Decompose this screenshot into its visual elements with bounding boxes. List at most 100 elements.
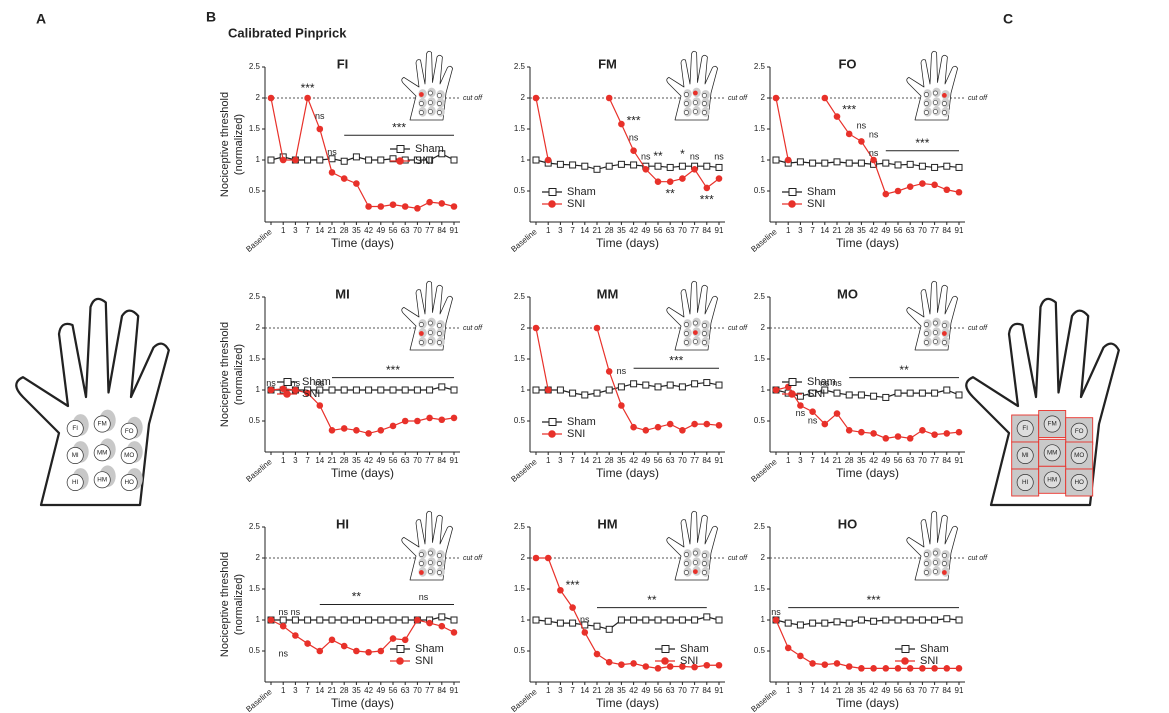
- data-point: [907, 435, 914, 442]
- data-point: [304, 640, 311, 647]
- data-point: [956, 429, 963, 436]
- data-point: [353, 180, 360, 187]
- x-tick-label: 7: [810, 456, 815, 465]
- significance-label: ns: [291, 607, 301, 617]
- data-point: [353, 427, 360, 434]
- inset-point: [702, 93, 706, 97]
- data-point: [944, 163, 950, 169]
- data-point: [655, 665, 662, 672]
- y-tick-label: 0.5: [249, 186, 261, 195]
- chart-title: HM: [597, 516, 617, 531]
- x-tick-label: 56: [894, 226, 903, 235]
- significance-label: ***: [386, 363, 400, 377]
- y-tick-label: 1: [256, 615, 261, 624]
- x-tick-label: 84: [942, 456, 951, 465]
- data-point: [810, 160, 816, 166]
- inset-point: [437, 331, 441, 335]
- cutoff-label: cut off: [728, 325, 748, 332]
- data-point: [643, 382, 649, 388]
- y-axis-label: (normalized): [233, 114, 245, 175]
- data-point: [895, 390, 901, 396]
- data-point: [606, 626, 612, 632]
- x-tick-label: 91: [450, 686, 459, 695]
- significance-label: ns: [327, 147, 337, 157]
- y-tick-label: 2.5: [754, 292, 766, 301]
- x-tick-label: 35: [617, 686, 626, 695]
- data-point: [402, 387, 408, 393]
- data-point: [785, 157, 792, 164]
- x-tick-label: 49: [376, 456, 385, 465]
- data-point: [785, 645, 792, 652]
- y-tick-label: 1: [256, 155, 261, 164]
- significance-label: ns: [291, 378, 301, 388]
- hand-outline: [907, 51, 958, 120]
- cutoff-label: cut off: [968, 555, 988, 562]
- data-point: [280, 623, 287, 630]
- data-point: [655, 617, 661, 623]
- data-point: [870, 665, 877, 672]
- x-tick-label: 49: [376, 686, 385, 695]
- data-point: [365, 203, 372, 210]
- data-point: [618, 617, 624, 623]
- x-tick-label: 42: [364, 686, 373, 695]
- x-tick-label: 77: [930, 226, 939, 235]
- inset-point: [419, 110, 423, 114]
- data-point: [716, 617, 722, 623]
- x-tick-label: 21: [593, 226, 602, 235]
- x-tick-label: 1: [281, 686, 286, 695]
- x-tick-label: Baseline: [749, 687, 779, 713]
- x-tick-label: 77: [690, 456, 699, 465]
- cutoff-label: cut off: [463, 325, 483, 332]
- x-tick-label: 42: [364, 456, 373, 465]
- x-tick-label: 1: [546, 226, 551, 235]
- hand-outline: [667, 51, 718, 120]
- data-point: [834, 390, 840, 396]
- inset-hand: [667, 51, 718, 120]
- data-point: [679, 175, 686, 182]
- data-point: [716, 164, 722, 170]
- x-tick-label: 21: [833, 226, 842, 235]
- data-point: [439, 200, 446, 207]
- data-point: [631, 617, 637, 623]
- data-point: [390, 387, 396, 393]
- x-tick-label: 21: [328, 456, 337, 465]
- data-point: [932, 390, 938, 396]
- inset-point: [437, 110, 441, 114]
- y-tick-label: 1: [521, 615, 526, 624]
- x-tick-label: Baseline: [244, 687, 274, 713]
- inset-point: [924, 92, 928, 96]
- x-tick-label: 70: [678, 226, 687, 235]
- significance-label: ns: [714, 151, 724, 161]
- y-tick-label: 2.5: [514, 292, 526, 301]
- data-point: [414, 387, 420, 393]
- data-point: [883, 665, 890, 672]
- y-axis-label: Nociceptive threshold: [219, 552, 231, 657]
- x-tick-label: 42: [629, 226, 638, 235]
- inset-point: [693, 340, 697, 344]
- inset-point: [428, 570, 432, 574]
- data-point: [883, 617, 889, 623]
- inset-point: [437, 323, 441, 327]
- data-point: [858, 392, 864, 398]
- data-point: [691, 166, 698, 173]
- data-point: [679, 163, 685, 169]
- x-tick-label: 28: [605, 226, 614, 235]
- data-point: [533, 95, 540, 102]
- data-point: [304, 95, 311, 102]
- legend-label: Sham: [920, 643, 949, 655]
- x-tick-label: 14: [820, 226, 829, 235]
- y-tick-label: 2: [256, 553, 261, 562]
- x-tick-label: 21: [593, 686, 602, 695]
- data-point: [692, 381, 698, 387]
- series-line: [271, 389, 454, 434]
- data-point: [366, 617, 372, 623]
- inset-point: [428, 561, 432, 565]
- x-tick-label: 91: [955, 686, 964, 695]
- x-axis-label: Time (days): [596, 696, 659, 710]
- inset-point: [428, 551, 432, 555]
- x-axis-label: Time (days): [596, 466, 659, 480]
- y-tick-label: 1: [761, 385, 766, 394]
- region-label: HI: [72, 479, 79, 486]
- data-point: [618, 384, 624, 390]
- data-point: [895, 188, 902, 195]
